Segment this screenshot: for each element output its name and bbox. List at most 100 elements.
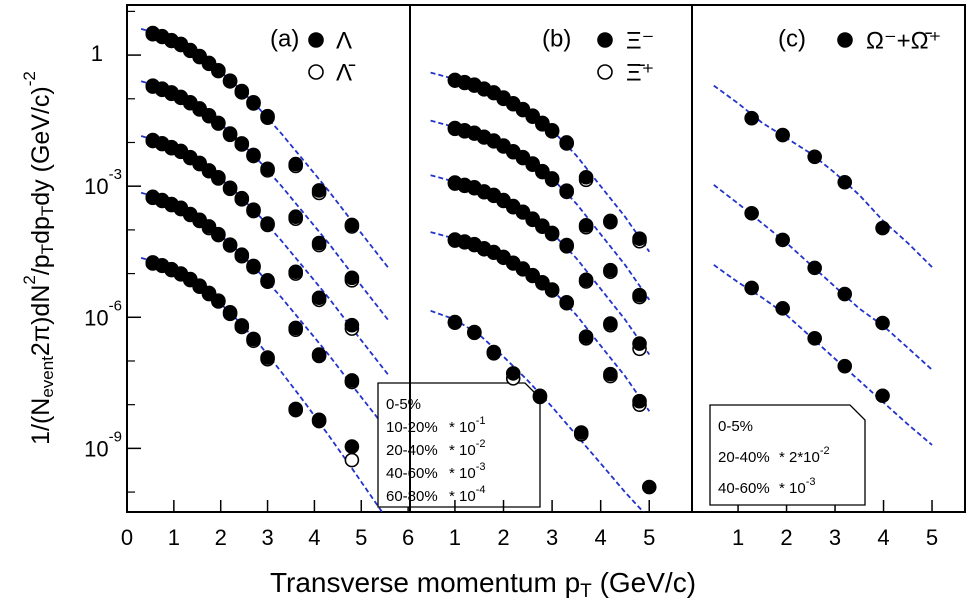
filled-marker [603,262,618,278]
filled-marker [344,373,360,388]
filled-marker [807,149,822,165]
panel: 1 2 3 4 5 (c) Ω⁻+Ω̄⁺ [691,4,966,550]
panel-label: (b) [542,25,571,52]
text-part: (GeV/c) [592,567,696,598]
subscript: T [580,581,592,602]
filled-marker [288,401,303,417]
filled-marker [525,156,540,171]
scale-label: 10-20% [386,419,438,436]
filled-marker [222,305,238,320]
legend-marker [308,64,324,80]
tick-base: 10 [84,174,108,199]
text-part: dy (GeV/c) [27,86,55,205]
filled-marker [532,388,548,404]
x-tick-label: 1 [449,525,461,550]
filled-marker [260,161,275,177]
scale-box: 0-5%10-20% * 10-120-40% * 10-240-60% * 10-3… [377,382,541,508]
factor-text: * 10 [449,419,476,436]
text-part: 2π)dN [27,285,55,356]
legend-label: Ω⁻+Ω̄⁺ [866,27,941,54]
factor-text: * 10 [449,488,476,505]
x-tick-label: 2 [497,525,509,550]
filled-marker [573,425,589,440]
filled-marker [234,190,250,206]
filled-marker [201,219,217,234]
x-tick-label: 5 [643,525,655,550]
filled-marker [288,264,303,280]
filled-marker [505,366,521,381]
plot-area [140,25,391,512]
filled-marker [222,237,238,252]
filled-marker [525,267,540,283]
x-tick-label: 3 [546,525,558,550]
filled-marker [234,247,250,263]
y-tick-label: 10-6 [84,297,122,330]
scale-label: 20-40% [386,442,438,459]
factor-text: * 10 [449,465,476,482]
subscript: T [38,206,57,216]
legend-marker [308,32,324,48]
filled-marker [641,479,657,495]
legend-marker [597,64,613,80]
scale-box: 0-5% 20-40% * 2*10-2 40-60% * 10-3 [709,404,866,506]
scale-factor: * 10-2 [449,438,485,459]
x-axis-title: Transverse momentum pT (GeV/c) [270,567,696,602]
scale-box-frame [377,382,541,508]
legend-label: Ξ̄⁺ [626,59,654,86]
filled-marker [260,273,275,288]
filled-marker [535,115,550,131]
legend-marker [837,32,853,48]
text-part: dp [27,216,55,244]
filled-marker [234,136,250,151]
panel-label: (a) [270,25,299,52]
x-tick-label: 1 [168,525,180,550]
scale-factor: * 2*10-2 [779,445,830,466]
text-part: Transverse momentum p [270,567,580,598]
filled-marker [744,205,759,221]
filled-marker [559,295,574,310]
x-tick-label: 2 [780,525,792,550]
factor-exponent: -1 [476,415,486,427]
panel-label: (c) [778,25,806,52]
filled-marker [559,183,574,198]
legend-label: Ξ⁻ [626,27,654,54]
superscript: 2 [20,275,39,284]
x-tick-label: 2 [215,525,227,550]
filled-marker [559,237,574,253]
scale-label: 40-60% [718,480,770,497]
factor-exponent: -2 [476,438,486,450]
filled-marker [603,366,618,382]
filled-marker [246,258,261,274]
x-tick-label: 4 [595,525,607,550]
y-tick-label: 10-3 [84,166,122,199]
factor-exponent: -4 [476,484,486,496]
factor-exponent: -3 [806,476,816,488]
filled-marker [486,344,502,360]
filled-marker [544,282,560,297]
filled-marker [288,156,303,172]
filled-marker [467,324,482,340]
filled-marker [211,115,226,131]
filled-marker [311,347,327,362]
filled-marker [222,180,238,196]
filled-marker [234,83,250,99]
filled-marker [544,171,560,186]
filled-marker [222,73,238,88]
filled-marker [246,331,261,347]
filled-marker [311,183,327,198]
filled-marker [211,62,226,78]
filled-marker [234,318,250,333]
text-part: /p [27,254,55,275]
filled-marker [875,388,890,404]
filled-marker [211,226,226,242]
plot-area [713,84,933,446]
tick-exponent: -3 [109,166,122,183]
filled-marker [632,287,647,303]
filled-marker [544,123,560,138]
filled-marker [744,110,759,126]
filled-marker [807,260,822,276]
panel-frame [126,4,411,513]
filled-marker [201,55,217,71]
subscript: event [38,356,57,398]
filled-marker [775,232,790,248]
